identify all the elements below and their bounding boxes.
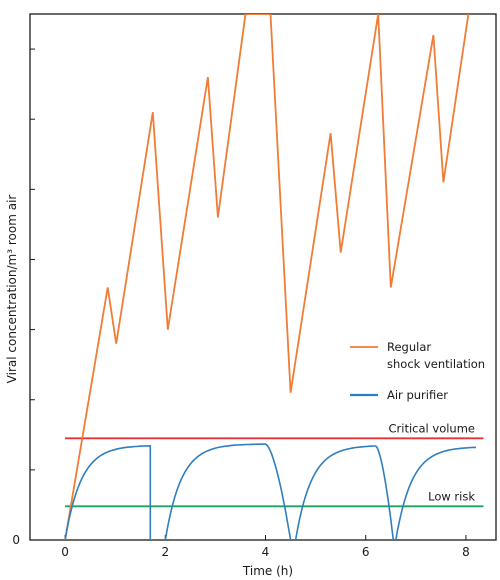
x-tick-label: 8	[462, 545, 470, 559]
series-line-air-purifier	[64, 443, 476, 540]
x-tick-label: 6	[362, 545, 370, 559]
legend-label-air-purifier: Air purifier	[387, 388, 448, 402]
x-tick-label: 4	[262, 545, 270, 559]
y-axis-title: Viral concentration/m³ room air	[5, 195, 19, 384]
ref-label: Low risk	[428, 489, 475, 503]
legend-label-shock-ventilation: Regular shock ventilation	[387, 340, 485, 371]
ref-label: Critical volume	[389, 421, 475, 435]
x-axis-title: Time (h)	[242, 564, 293, 578]
plot-area: 0 0 2 4 6 8 Time (h) Viral concentration/m³ roo…	[5, 13, 497, 578]
x-tick-label: 2	[161, 545, 169, 559]
series-line-shock-ventilation	[64, 14, 470, 540]
y-tick-label: 0	[12, 533, 20, 547]
x-tick-label: 0	[61, 545, 69, 559]
